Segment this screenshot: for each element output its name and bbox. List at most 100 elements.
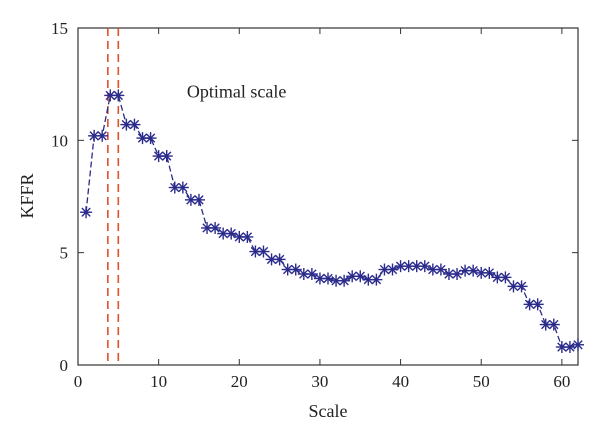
- y-tick-label: 15: [51, 19, 68, 38]
- data-point: [531, 298, 544, 311]
- data-point: [370, 273, 383, 286]
- marker-stroke: [476, 268, 486, 278]
- marker-stroke: [218, 228, 228, 239]
- x-axis-label: Scale: [309, 401, 348, 421]
- data-point: [104, 89, 117, 102]
- marker-stroke: [573, 340, 583, 350]
- data-point: [160, 150, 173, 163]
- y-tick-label: 5: [60, 244, 69, 263]
- marker-stroke: [371, 274, 382, 285]
- data-point: [434, 263, 447, 276]
- marker-stroke: [170, 182, 180, 193]
- marker-stroke: [291, 264, 301, 275]
- data-point: [547, 318, 560, 331]
- marker-stroke: [460, 265, 470, 276]
- marker-stroke: [557, 342, 567, 352]
- series-layer: [80, 89, 584, 354]
- data-point: [241, 230, 254, 243]
- data-point: [362, 273, 375, 286]
- marker-stroke: [412, 261, 422, 271]
- marker-stroke: [524, 299, 535, 310]
- series-line: [85, 94, 579, 348]
- data-point: [483, 266, 496, 279]
- y-axis-label: KFFR: [17, 173, 37, 218]
- data-point: [120, 118, 133, 131]
- marker-stroke: [274, 254, 285, 265]
- data-point: [80, 206, 93, 219]
- marker-stroke: [331, 276, 341, 286]
- data-point: [144, 132, 157, 145]
- marker-stroke: [113, 90, 124, 101]
- marker-stroke: [379, 264, 390, 275]
- data-point: [273, 253, 286, 266]
- marker-stroke: [355, 271, 365, 281]
- marker-stroke: [202, 223, 212, 233]
- marker-stroke: [428, 264, 438, 275]
- data-point: [330, 274, 343, 287]
- x-tick-label: 10: [150, 372, 167, 391]
- marker-stroke: [508, 281, 519, 292]
- marker-stroke: [541, 319, 551, 330]
- data-point: [572, 338, 584, 351]
- marker-stroke: [315, 273, 325, 284]
- marker-stroke: [282, 264, 293, 275]
- marker-stroke: [250, 246, 261, 257]
- marker-stroke: [532, 299, 543, 310]
- marker-stroke: [436, 264, 446, 275]
- y-tick-label: 0: [60, 356, 69, 375]
- marker-stroke: [307, 269, 317, 279]
- marker-stroke: [129, 119, 140, 130]
- annotation-optimal-scale: Optimal scale: [187, 82, 286, 102]
- plot-frame: [77, 27, 579, 366]
- marker-stroke: [403, 261, 414, 271]
- data-point: [112, 89, 125, 102]
- y-tick-label: 10: [51, 131, 68, 150]
- data-point: [257, 245, 270, 258]
- marker-stroke: [105, 90, 115, 101]
- marker-stroke: [266, 254, 277, 265]
- marker-stroke: [468, 265, 478, 276]
- marker-stroke: [153, 151, 164, 161]
- marker-stroke: [194, 195, 204, 205]
- marker-stroke: [492, 272, 503, 283]
- marker-stroke: [363, 274, 374, 285]
- marker-stroke: [186, 195, 196, 205]
- marker-stroke: [299, 269, 309, 279]
- marker-stroke: [347, 271, 357, 281]
- marker-stroke: [516, 281, 527, 292]
- data-point: [515, 280, 528, 293]
- data-point: [128, 118, 141, 131]
- data-point: [426, 263, 439, 276]
- marker-stroke: [81, 207, 91, 217]
- data-point: [289, 263, 302, 276]
- data-point: [96, 129, 109, 142]
- data-point: [442, 268, 455, 281]
- marker-stroke: [500, 272, 511, 283]
- x-tick-label: 30: [311, 372, 328, 391]
- marker-stroke: [549, 319, 559, 330]
- marker-stroke: [395, 261, 406, 271]
- marker-stroke: [444, 269, 454, 279]
- marker-stroke: [484, 268, 494, 278]
- marker-stroke: [89, 131, 99, 141]
- data-point: [184, 193, 197, 206]
- data-point: [305, 268, 318, 281]
- marker-stroke: [178, 182, 188, 193]
- data-point: [209, 221, 222, 234]
- marker-stroke: [145, 133, 156, 143]
- data-point: [192, 193, 205, 206]
- data-point: [499, 271, 512, 284]
- marker-stroke: [323, 273, 333, 284]
- marker-stroke: [420, 261, 430, 271]
- marker-stroke: [339, 276, 349, 286]
- marker-stroke: [258, 246, 269, 257]
- marker-stroke: [137, 133, 148, 143]
- x-tick-label: 0: [74, 372, 83, 391]
- marker-stroke: [242, 232, 253, 242]
- axis-ticks: 0 10 20 30 40 50 60 0 5 10 15: [51, 19, 578, 391]
- data-point: [176, 181, 189, 194]
- marker-stroke: [162, 151, 172, 161]
- x-tick-label: 60: [553, 372, 570, 391]
- x-tick-label: 20: [231, 372, 248, 391]
